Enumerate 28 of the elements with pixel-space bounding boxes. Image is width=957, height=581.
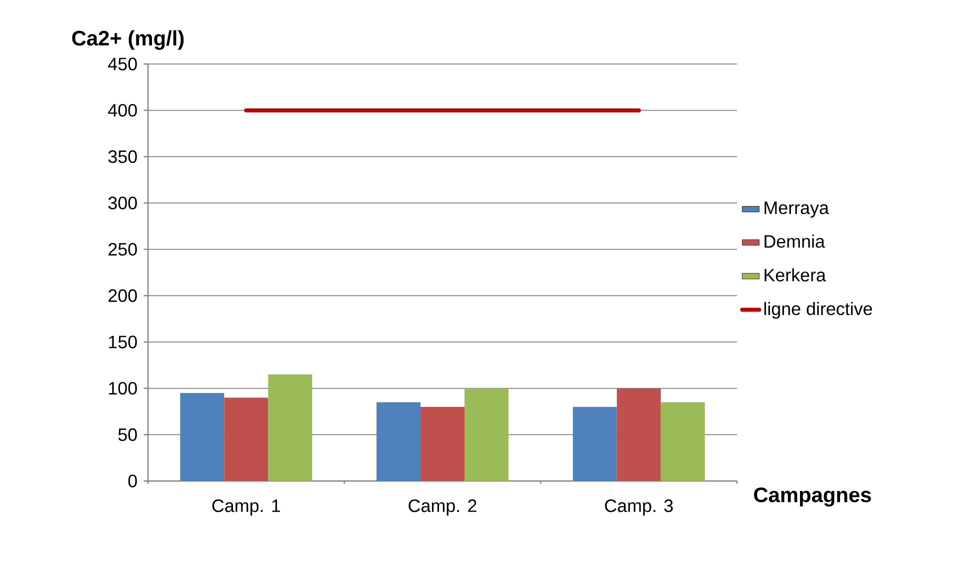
x-tick-label: Camp. 1 bbox=[212, 499, 280, 516]
y-tick-label: 250 bbox=[108, 242, 137, 256]
bar bbox=[420, 406, 465, 481]
bar bbox=[376, 402, 421, 481]
y-tick-label: 350 bbox=[108, 150, 137, 163]
legend-label: Kerkera bbox=[764, 268, 826, 282]
bar bbox=[572, 406, 617, 481]
y-tick-label: 450 bbox=[108, 58, 137, 70]
bar bbox=[268, 374, 312, 481]
bar bbox=[180, 392, 224, 481]
bar bbox=[464, 388, 509, 481]
legend-label: Demnia bbox=[764, 234, 825, 248]
bar bbox=[660, 402, 705, 481]
y-tick-label: 400 bbox=[108, 104, 137, 117]
y-tick-label: 200 bbox=[108, 289, 137, 302]
y-tick-label: 150 bbox=[109, 336, 137, 348]
x-tick-label: Camp. 2 bbox=[408, 499, 476, 516]
x-axis-title: Campagnes bbox=[754, 487, 871, 507]
y-tick-label: 100 bbox=[109, 382, 137, 395]
x-tick-label: Camp. 3 bbox=[605, 499, 673, 516]
legend-label: Merraya bbox=[764, 202, 829, 218]
bar bbox=[616, 388, 661, 481]
y-axis-title: Ca2+ (mg/l) bbox=[72, 30, 184, 50]
legend-label: ligne directive bbox=[764, 302, 872, 319]
y-tick-label: 300 bbox=[108, 196, 137, 210]
y-tick-label: 50 bbox=[118, 428, 137, 441]
y-tick-label: 0 bbox=[128, 474, 137, 488]
bar bbox=[224, 398, 268, 481]
